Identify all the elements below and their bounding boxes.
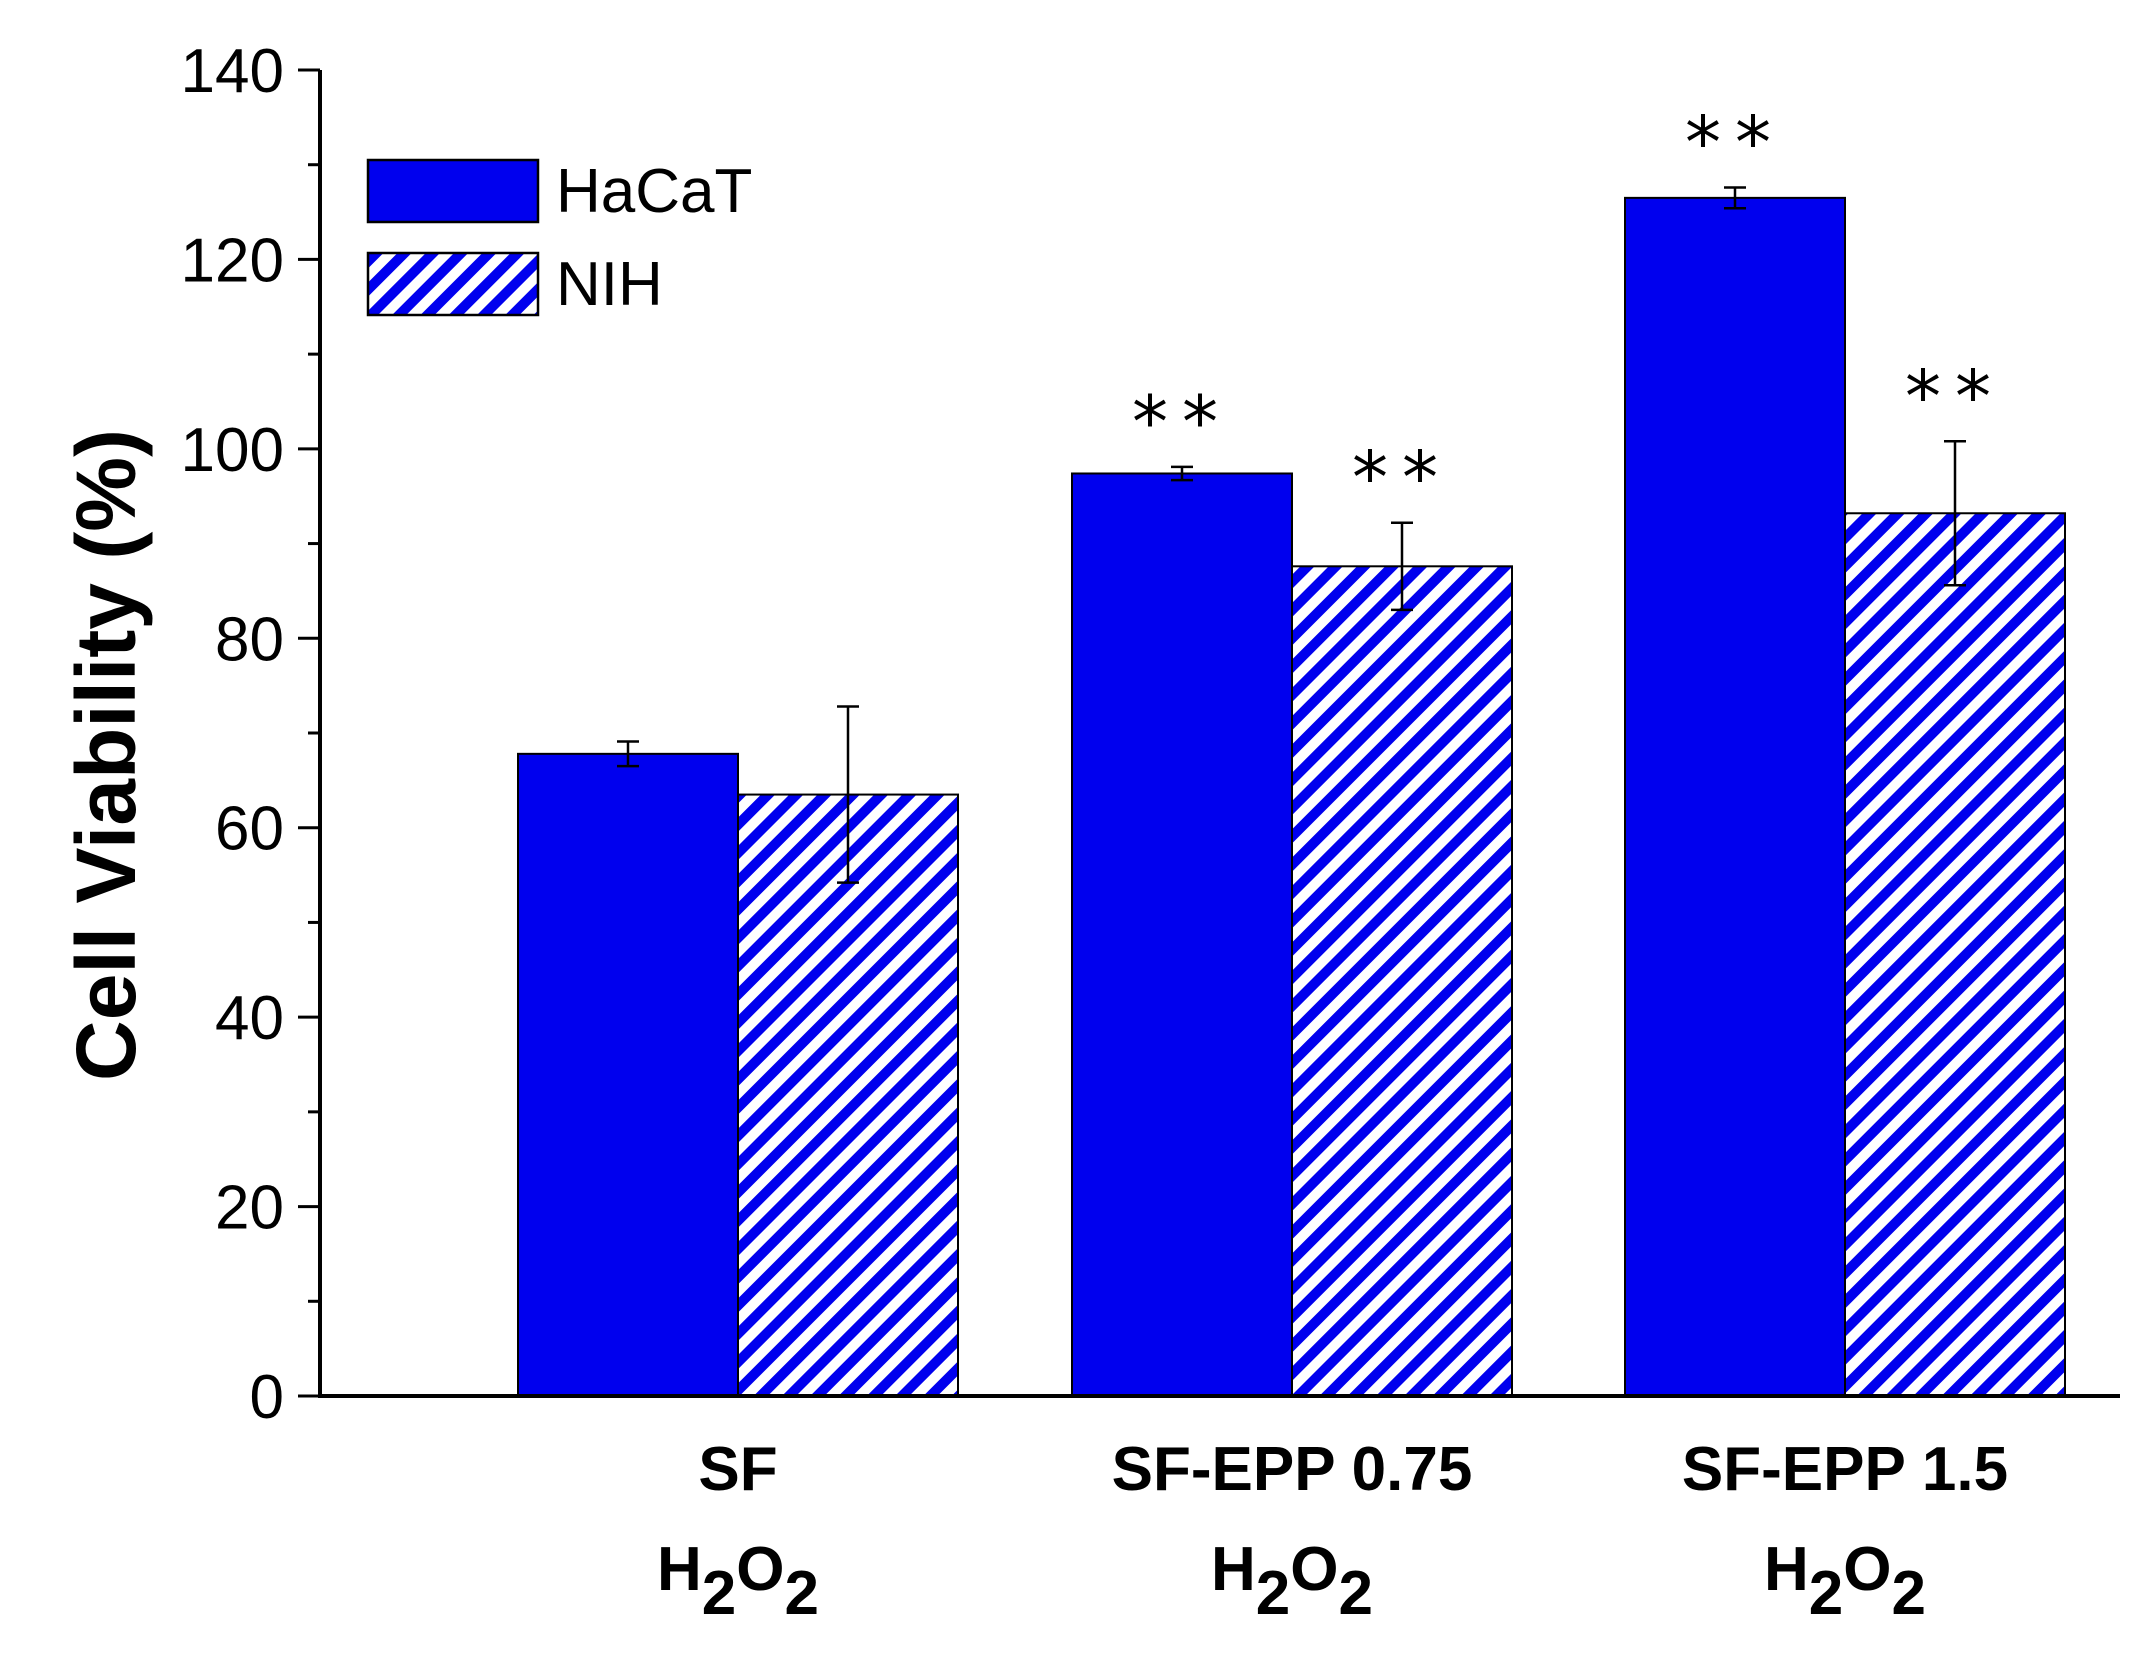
bar-hacat-2 — [1071, 472, 1293, 1397]
significance-label-hacat-2: ** — [1132, 380, 1232, 464]
y-tick-label: 0 — [250, 1363, 284, 1432]
y-tick-label: 20 — [215, 1174, 284, 1243]
legend-swatch-nih — [366, 251, 540, 317]
y-tick-label: 60 — [215, 795, 284, 864]
bar-hacat-1 — [517, 752, 739, 1397]
axes — [298, 68, 2120, 1398]
bars — [517, 186, 2066, 1398]
x-category-formula-3: H2O2 — [1764, 1535, 1926, 1628]
bar-hacat-3 — [1624, 196, 1846, 1398]
y-tick-label: 80 — [215, 605, 284, 674]
y-tick-label: 140 — [181, 37, 284, 106]
bar-nih-2 — [1291, 565, 1513, 1397]
labels: ** ** ** ** 0 20 40 60 80 100 120 140 Cell Viability… — [59, 37, 2008, 1628]
bar-nih-3 — [1844, 512, 2066, 1397]
y-tick-label: 120 — [181, 226, 284, 295]
legend-swatch-hacat — [366, 158, 540, 224]
x-category-formula-1: H2O2 — [657, 1535, 819, 1628]
y-tick-label: 40 — [215, 984, 284, 1053]
x-category-formula-2: H2O2 — [1211, 1535, 1373, 1628]
significance-label-nih-3: ** — [1905, 354, 2005, 438]
significance-label-hacat-3: ** — [1685, 100, 1785, 184]
y-axis-label: Cell Viability (%) — [59, 429, 153, 1081]
x-category-label-3: SF-EPP 1.5 — [1682, 1435, 2008, 1504]
x-category-label-1: SF — [698, 1435, 777, 1504]
legend-label-hacat: HaCaT — [556, 157, 752, 226]
y-tick-label: 100 — [181, 416, 284, 485]
legend: HaCaT NIH — [366, 157, 752, 319]
bar-nih-1 — [737, 793, 959, 1397]
x-category-label-2: SF-EPP 0.75 — [1112, 1435, 1473, 1504]
significance-label-nih-2: ** — [1352, 436, 1452, 520]
legend-label-nih: NIH — [556, 250, 663, 319]
